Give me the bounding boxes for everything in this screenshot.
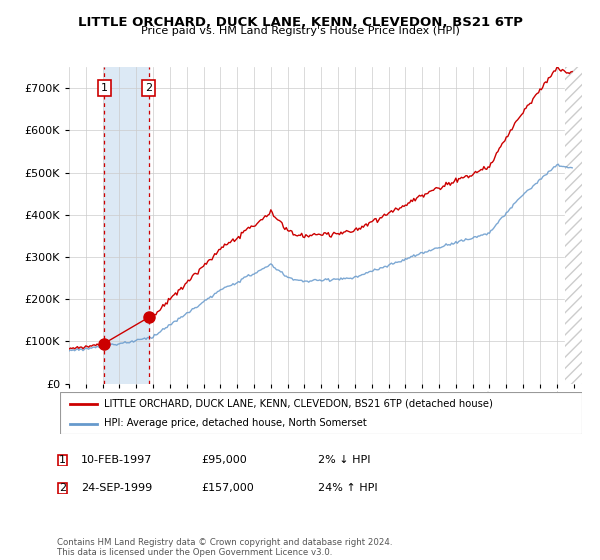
Text: 2: 2: [59, 483, 66, 493]
Text: Contains HM Land Registry data © Crown copyright and database right 2024.
This d: Contains HM Land Registry data © Crown c…: [57, 538, 392, 557]
Bar: [565, 67, 590, 384]
Text: £157,000: £157,000: [201, 483, 254, 493]
FancyBboxPatch shape: [58, 455, 67, 466]
Text: 2: 2: [145, 83, 152, 93]
Text: HPI: Average price, detached house, North Somerset: HPI: Average price, detached house, Nort…: [104, 418, 367, 428]
Text: 1: 1: [101, 83, 108, 93]
Bar: [565, 67, 590, 384]
Text: LITTLE ORCHARD, DUCK LANE, KENN, CLEVEDON, BS21 6TP (detached house): LITTLE ORCHARD, DUCK LANE, KENN, CLEVEDO…: [104, 399, 493, 409]
FancyBboxPatch shape: [60, 392, 582, 434]
Text: 24-SEP-1999: 24-SEP-1999: [81, 483, 152, 493]
Text: Price paid vs. HM Land Registry's House Price Index (HPI): Price paid vs. HM Land Registry's House …: [140, 26, 460, 36]
Text: 1: 1: [59, 455, 66, 465]
Text: 10-FEB-1997: 10-FEB-1997: [81, 455, 152, 465]
Text: 2% ↓ HPI: 2% ↓ HPI: [318, 455, 371, 465]
Bar: [565, 67, 590, 384]
Text: 24% ↑ HPI: 24% ↑ HPI: [318, 483, 377, 493]
Bar: [104, 67, 149, 384]
Text: £95,000: £95,000: [201, 455, 247, 465]
Text: LITTLE ORCHARD, DUCK LANE, KENN, CLEVEDON, BS21 6TP: LITTLE ORCHARD, DUCK LANE, KENN, CLEVEDO…: [77, 16, 523, 29]
FancyBboxPatch shape: [58, 483, 67, 494]
